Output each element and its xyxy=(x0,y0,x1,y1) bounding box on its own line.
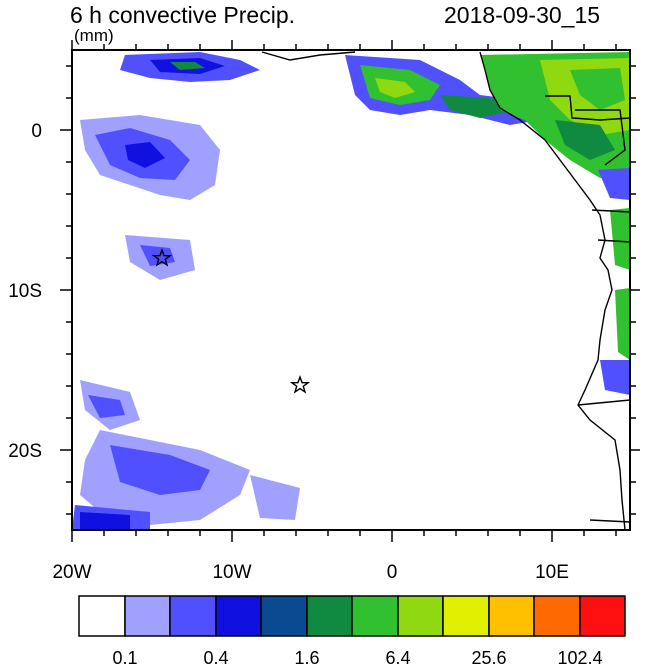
colorbar-label: 1.6 xyxy=(294,648,319,667)
colorbar xyxy=(78,595,626,637)
colorbar-box xyxy=(124,595,171,637)
colorbar-box xyxy=(215,595,262,637)
star-marker xyxy=(289,374,311,394)
colorbar-label: 0.1 xyxy=(112,648,137,667)
map-title: 6 h convective Precip. xyxy=(70,2,296,28)
lat-label-10s: 10S xyxy=(8,281,42,302)
lon-label-10w: 10W xyxy=(212,562,251,583)
lat-label-20s: 20S xyxy=(8,441,42,462)
map-panel xyxy=(60,40,640,542)
colorbar-box xyxy=(169,595,217,637)
colorbar-box xyxy=(351,595,399,637)
precip-field xyxy=(72,52,630,530)
units-label: (mm) xyxy=(74,26,114,45)
lon-label-10e: 10E xyxy=(535,562,569,583)
colorbar-label: 25.6 xyxy=(471,648,506,667)
tick-marks xyxy=(60,40,640,542)
lat-label-0: 0 xyxy=(31,121,42,142)
star-marker xyxy=(151,247,173,267)
colorbar-box xyxy=(260,595,308,637)
colorbar-box xyxy=(442,595,490,637)
map-timestamp: 2018-09-30_15 xyxy=(444,2,601,28)
lon-label-20w: 20W xyxy=(52,562,91,583)
coastline xyxy=(261,51,630,530)
colorbar-label: 102.4 xyxy=(557,648,602,667)
colorbar-box xyxy=(488,595,535,637)
colorbar-label: 6.4 xyxy=(385,648,410,667)
colorbar-box xyxy=(397,595,444,637)
colorbar-label: 0.4 xyxy=(203,648,228,667)
colorbar-box xyxy=(306,595,353,637)
colorbar-box xyxy=(533,595,581,637)
colorbar-box xyxy=(579,595,626,637)
colorbar-box xyxy=(78,595,126,637)
lon-label-0: 0 xyxy=(387,562,398,583)
